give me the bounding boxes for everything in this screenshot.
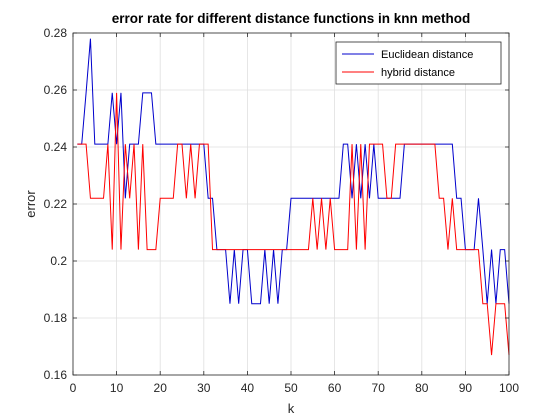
x-tick-label: 40: [241, 381, 255, 395]
y-tick-label: 0.28: [44, 26, 68, 40]
legend: Euclidean distance hybrid distance: [335, 41, 502, 85]
x-tick-label: 80: [415, 381, 429, 395]
series-line-hybrid: [77, 92, 510, 356]
x-tick-label: 0: [70, 381, 77, 395]
legend-box: [335, 41, 502, 85]
x-axis-label: k: [288, 401, 295, 416]
chart-title: error rate for different distance functi…: [112, 11, 471, 26]
x-tick-label: 20: [154, 381, 168, 395]
legend-label: Euclidean distance: [381, 49, 473, 61]
y-tick-label: 0.16: [44, 368, 68, 382]
x-tick-label: 30: [197, 381, 211, 395]
x-tick-label: 60: [328, 381, 342, 395]
y-tick-label: 0.24: [44, 140, 68, 154]
x-tick-label: 70: [372, 381, 386, 395]
legend-label: hybrid distance: [381, 67, 455, 79]
y-tick-label: 0.22: [44, 197, 68, 211]
ticks: 0 10 20 30 40 50 60 70 80 90 100 0.16 0.18 0.2 0.22 0.2…: [44, 26, 520, 395]
y-tick-label: 0.26: [44, 83, 68, 97]
x-tick-label: 10: [110, 381, 124, 395]
x-tick-label: 90: [459, 381, 473, 395]
x-tick-label: 50: [284, 381, 298, 395]
series-line-euclidean: [77, 38, 510, 305]
y-tick-label: 0.18: [44, 311, 68, 325]
series-layer: [77, 38, 510, 356]
x-tick-label: 100: [499, 381, 519, 395]
y-axis-label: error: [23, 190, 38, 218]
y-tick-label: 0.2: [50, 254, 67, 268]
